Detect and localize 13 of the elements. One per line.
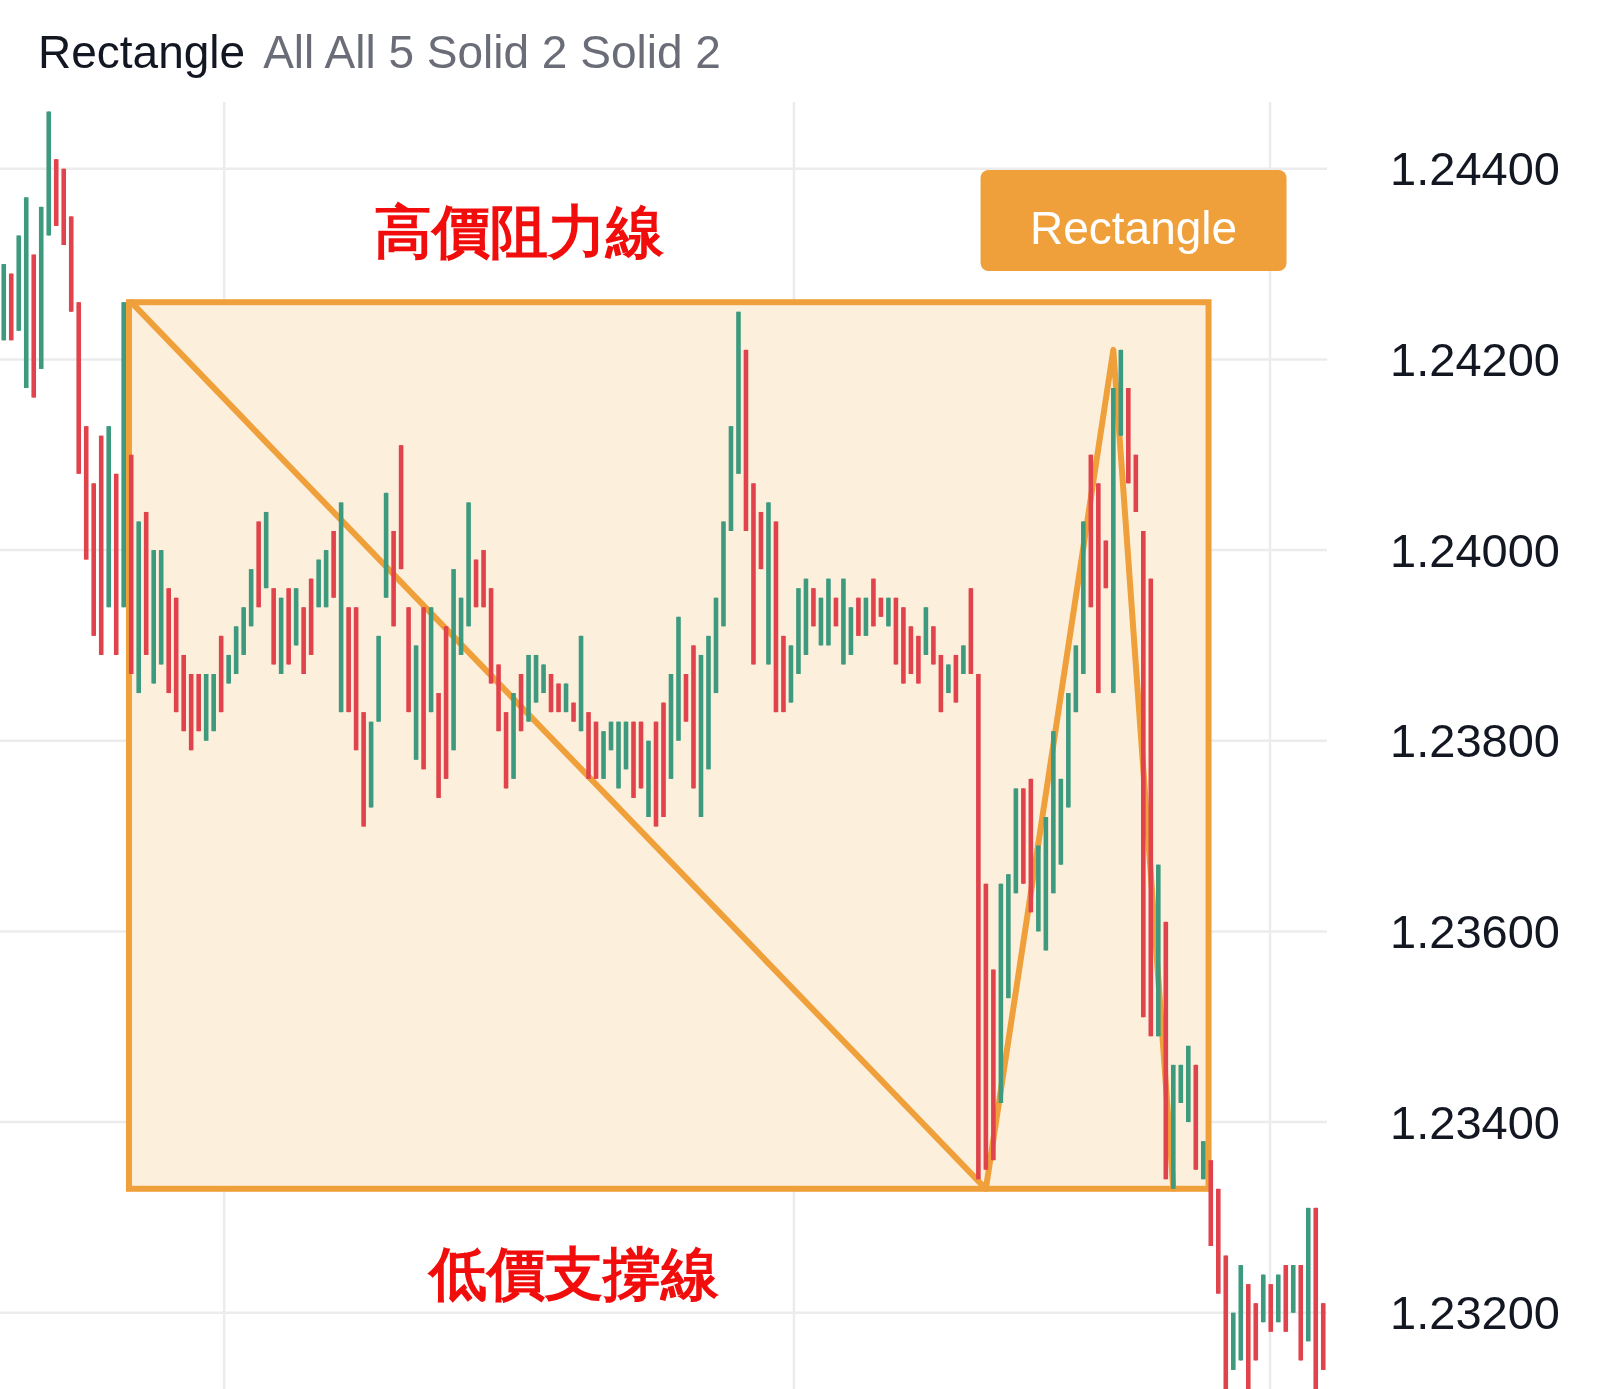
y-tick-label: 1.24200: [1390, 332, 1560, 386]
annotation: 高價阻力線: [373, 198, 665, 267]
label-box: Rectangle: [980, 170, 1287, 271]
y-tick-label: 1.24000: [1390, 523, 1560, 577]
annotation: 低價支撐線: [427, 1239, 721, 1308]
y-tick-label: 1.23800: [1390, 714, 1560, 768]
y-tick-label: 1.23200: [1390, 1286, 1560, 1340]
y-tick-label: 1.23600: [1390, 904, 1560, 958]
y-tick-label: 1.24400: [1390, 142, 1560, 196]
chart-subtitle: All All 5 Solid 2 Solid 2: [263, 26, 721, 78]
annotation: Rectangle: [1029, 202, 1238, 254]
y-tick-label: 1.23400: [1390, 1095, 1560, 1149]
chart-title: Rectangle: [38, 26, 246, 78]
